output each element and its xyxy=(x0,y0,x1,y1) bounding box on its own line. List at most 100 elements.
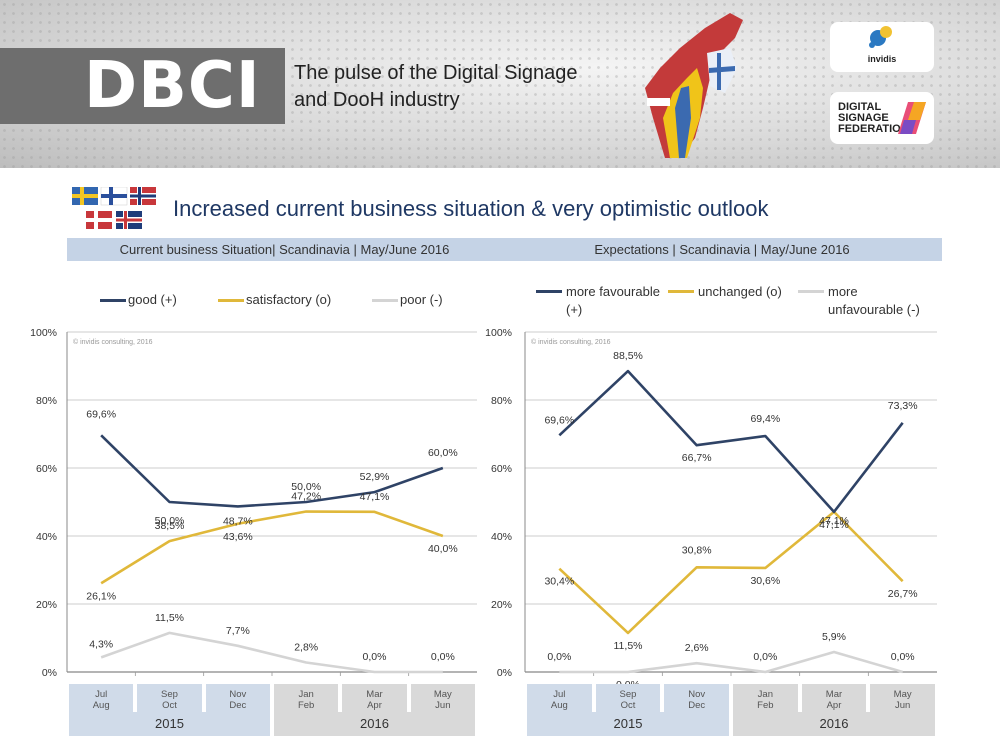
dsf-mark-icon xyxy=(898,102,926,134)
data-label: 69,6% xyxy=(86,408,116,420)
data-label: 69,4% xyxy=(750,413,780,425)
data-label: 52,9% xyxy=(360,471,390,483)
watermark: © invidis consulting, 2016 xyxy=(73,338,153,346)
legend-swatch xyxy=(668,290,694,293)
logo-band xyxy=(0,48,285,124)
legend-label: more favourable (+) xyxy=(566,284,660,317)
dsf-wordmark: DIGITAL SIGNAGE FEDERATION xyxy=(838,102,909,135)
data-label: 48,7% xyxy=(223,515,253,527)
data-label: 47,2% xyxy=(291,491,321,503)
y-tick-label: 20% xyxy=(491,599,512,611)
data-label: 0,0% xyxy=(547,651,571,663)
legend-item-good: good (+) xyxy=(100,292,177,307)
data-label: 66,7% xyxy=(682,452,712,464)
dsf-logo: DIGITAL SIGNAGE FEDERATION xyxy=(830,92,934,144)
y-tick-label: 0% xyxy=(497,667,512,679)
legend-item-unchanged: unchanged (o) xyxy=(668,283,798,301)
chart-current-business: 0% 20% 40% 60% 80% 100% © invidis consulting, … xyxy=(30,327,477,679)
series-line-2 xyxy=(559,650,904,674)
chart-expectations: 0% 20% 40% 60% 80% 100% © invidis consulting, … xyxy=(485,327,937,684)
y-tick-label: 100% xyxy=(30,327,57,339)
data-label: 40,0% xyxy=(428,543,458,555)
y-tick-label: 0% xyxy=(42,667,57,679)
legend-swatch xyxy=(536,290,562,293)
data-label: 0,0% xyxy=(431,651,455,663)
legend-swatch xyxy=(798,290,824,293)
data-label: 0,0% xyxy=(891,651,915,663)
legend-item-poor: poor (-) xyxy=(372,292,443,307)
invidis-mark-icon xyxy=(869,26,892,48)
legend-item-more-favourable: more favourable (+) xyxy=(536,283,666,319)
data-label: 43,6% xyxy=(223,531,253,543)
data-label: 11,5% xyxy=(155,612,184,624)
chart-2-title: Expectations | Scandinavia | May/June 20… xyxy=(502,238,942,261)
y-tick-label: 60% xyxy=(36,463,57,475)
tagline-line-2: and DooH industry xyxy=(294,89,460,111)
data-label: 4,3% xyxy=(89,638,113,650)
legend-item-satisfactory: satisfactory (o) xyxy=(218,292,331,307)
data-label: 47,1% xyxy=(819,519,849,531)
data-label: 7,7% xyxy=(226,625,250,637)
year-label: 2016 xyxy=(274,712,475,736)
dbci-logo: DBCI xyxy=(84,49,261,123)
slide-title: Increased current business situation & v… xyxy=(173,196,769,221)
year-label: 2016 xyxy=(733,712,935,736)
legend-swatch xyxy=(372,299,398,303)
series-line-1 xyxy=(100,510,444,585)
scandinavia-flag-map-icon xyxy=(645,13,743,158)
data-label: 0,0% xyxy=(616,679,640,684)
y-tick-label: 60% xyxy=(491,463,512,475)
y-tick-label: 100% xyxy=(485,327,512,339)
watermark: © invidis consulting, 2016 xyxy=(531,338,611,346)
data-label: 30,4% xyxy=(544,576,574,588)
header-banner: DBCI The pulse of the Digital Signage an… xyxy=(0,0,1000,168)
data-label: 69,6% xyxy=(544,414,574,426)
data-label: 11,5% xyxy=(614,640,643,652)
y-tick-label: 40% xyxy=(36,531,57,543)
series-line-0 xyxy=(100,434,444,508)
data-label: 38,5% xyxy=(155,520,185,532)
legend-label: more unfavourable (-) xyxy=(828,284,920,317)
data-label: 30,6% xyxy=(750,575,780,587)
data-label: 0,0% xyxy=(363,651,387,663)
y-tick-label: 80% xyxy=(36,395,57,407)
data-label: 5,9% xyxy=(822,631,846,643)
y-tick-label: 80% xyxy=(491,395,512,407)
data-label: 2,6% xyxy=(685,642,709,654)
slide-content: Increased current business situation & v… xyxy=(0,182,1000,750)
series-line-1 xyxy=(558,510,904,635)
legend-swatch xyxy=(218,299,244,303)
dsf-line-3: FEDERATION xyxy=(838,123,909,135)
chart-1-title: Current business Situation| Scandinavia … xyxy=(67,238,502,261)
data-label: 50,0% xyxy=(291,481,321,493)
legend-swatch xyxy=(100,299,126,303)
data-label: 47,1% xyxy=(360,491,390,503)
legend-label: good (+) xyxy=(128,292,177,307)
data-label: 88,5% xyxy=(613,350,643,362)
invidis-wordmark: invidis xyxy=(867,54,897,64)
legend-label: unchanged (o) xyxy=(698,284,782,299)
series-line-2 xyxy=(100,631,443,674)
y-tick-label: 40% xyxy=(491,531,512,543)
series-line-0 xyxy=(558,369,904,514)
data-label: 26,1% xyxy=(86,590,116,602)
dsf-line-1: DIGITAL xyxy=(838,101,882,113)
year-label: 2015 xyxy=(527,712,729,736)
legend-item-more-unfavourable: more unfavourable (-) xyxy=(798,283,938,319)
data-label: 47,1% xyxy=(819,515,849,527)
legend-label: poor (-) xyxy=(400,292,443,307)
nordic-flags-icon xyxy=(72,187,156,229)
data-label: 2,8% xyxy=(294,641,318,653)
tagline: The pulse of the Digital Signage and Doo… xyxy=(294,60,654,114)
dsf-line-2: SIGNAGE xyxy=(838,112,889,124)
y-tick-label: 20% xyxy=(36,599,57,611)
year-label: 2015 xyxy=(69,712,270,736)
data-label: 30,8% xyxy=(682,544,712,556)
tagline-line-1: The pulse of the Digital Signage xyxy=(294,62,578,84)
data-label: 73,3% xyxy=(888,400,918,412)
data-label: 0,0% xyxy=(753,651,777,663)
data-label: 60,0% xyxy=(428,447,458,459)
data-label: 26,7% xyxy=(888,588,918,600)
data-label: 50,0% xyxy=(155,515,185,527)
invidis-logo: invidis xyxy=(830,22,934,72)
